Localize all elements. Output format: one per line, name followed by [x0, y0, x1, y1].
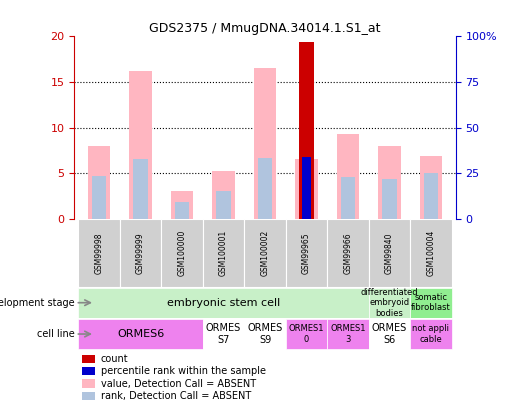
Bar [369, 288, 410, 318]
Bar [87, 146, 110, 219]
Text: not appli
cable: not appli cable [412, 324, 449, 344]
Text: count: count [101, 354, 129, 364]
Bar [82, 392, 95, 400]
Bar [203, 219, 244, 287]
Text: ORMES1
0: ORMES1 0 [289, 324, 324, 344]
Bar [129, 71, 152, 219]
Text: differentiated
embryoid
bodies: differentiated embryoid bodies [360, 288, 418, 318]
Bar [78, 288, 369, 318]
Text: percentile rank within the sample: percentile rank within the sample [101, 366, 266, 376]
Bar [410, 288, 452, 318]
Text: cell line: cell line [37, 329, 75, 339]
Text: GSM100004: GSM100004 [427, 230, 436, 276]
Bar [299, 42, 314, 219]
Bar [244, 219, 286, 287]
Bar [299, 160, 314, 219]
Bar [82, 355, 95, 363]
Bar [295, 158, 318, 219]
Bar [420, 156, 443, 219]
Bar [82, 367, 95, 375]
Bar [258, 158, 272, 219]
Bar [203, 319, 244, 349]
Bar [244, 319, 286, 349]
Text: GSM99998: GSM99998 [94, 232, 103, 274]
Text: GSM100001: GSM100001 [219, 230, 228, 276]
Bar [410, 319, 452, 349]
Bar [410, 219, 452, 287]
Bar [92, 176, 107, 219]
Bar [382, 179, 396, 219]
Bar [82, 379, 95, 388]
Text: rank, Detection Call = ABSENT: rank, Detection Call = ABSENT [101, 391, 251, 401]
Bar [327, 219, 369, 287]
Bar [212, 171, 235, 219]
Bar [369, 219, 410, 287]
Text: GSM100002: GSM100002 [261, 230, 269, 276]
Bar [175, 202, 189, 219]
Bar [120, 219, 161, 287]
Text: embryonic stem cell: embryonic stem cell [167, 298, 280, 308]
Bar [423, 173, 438, 219]
Text: GSM100000: GSM100000 [178, 230, 187, 276]
Bar [216, 191, 231, 219]
Text: development stage: development stage [0, 298, 75, 308]
Bar [286, 319, 327, 349]
Bar [253, 68, 277, 219]
Text: GSM99966: GSM99966 [343, 232, 352, 274]
Text: somatic
fibroblast: somatic fibroblast [411, 293, 451, 312]
Bar [161, 219, 203, 287]
Bar [78, 219, 120, 287]
Text: ORMES6: ORMES6 [117, 329, 164, 339]
Bar [134, 158, 148, 219]
Bar [378, 146, 401, 219]
Text: ORMES
S9: ORMES S9 [248, 323, 282, 345]
Bar [341, 177, 355, 219]
Text: ORMES
S6: ORMES S6 [372, 323, 407, 345]
Bar [171, 191, 193, 219]
Bar [327, 319, 369, 349]
Text: GSM99999: GSM99999 [136, 232, 145, 274]
Bar [369, 319, 410, 349]
Bar [337, 134, 359, 219]
Text: value, Detection Call = ABSENT: value, Detection Call = ABSENT [101, 379, 256, 388]
Text: ORMES1
3: ORMES1 3 [330, 324, 366, 344]
Bar [78, 319, 203, 349]
Bar [302, 157, 311, 219]
Text: GSM99840: GSM99840 [385, 232, 394, 274]
Bar [286, 219, 327, 287]
Text: GSM99965: GSM99965 [302, 232, 311, 274]
Text: GDS2375 / MmugDNA.34014.1.S1_at: GDS2375 / MmugDNA.34014.1.S1_at [149, 22, 381, 35]
Text: ORMES
S7: ORMES S7 [206, 323, 241, 345]
